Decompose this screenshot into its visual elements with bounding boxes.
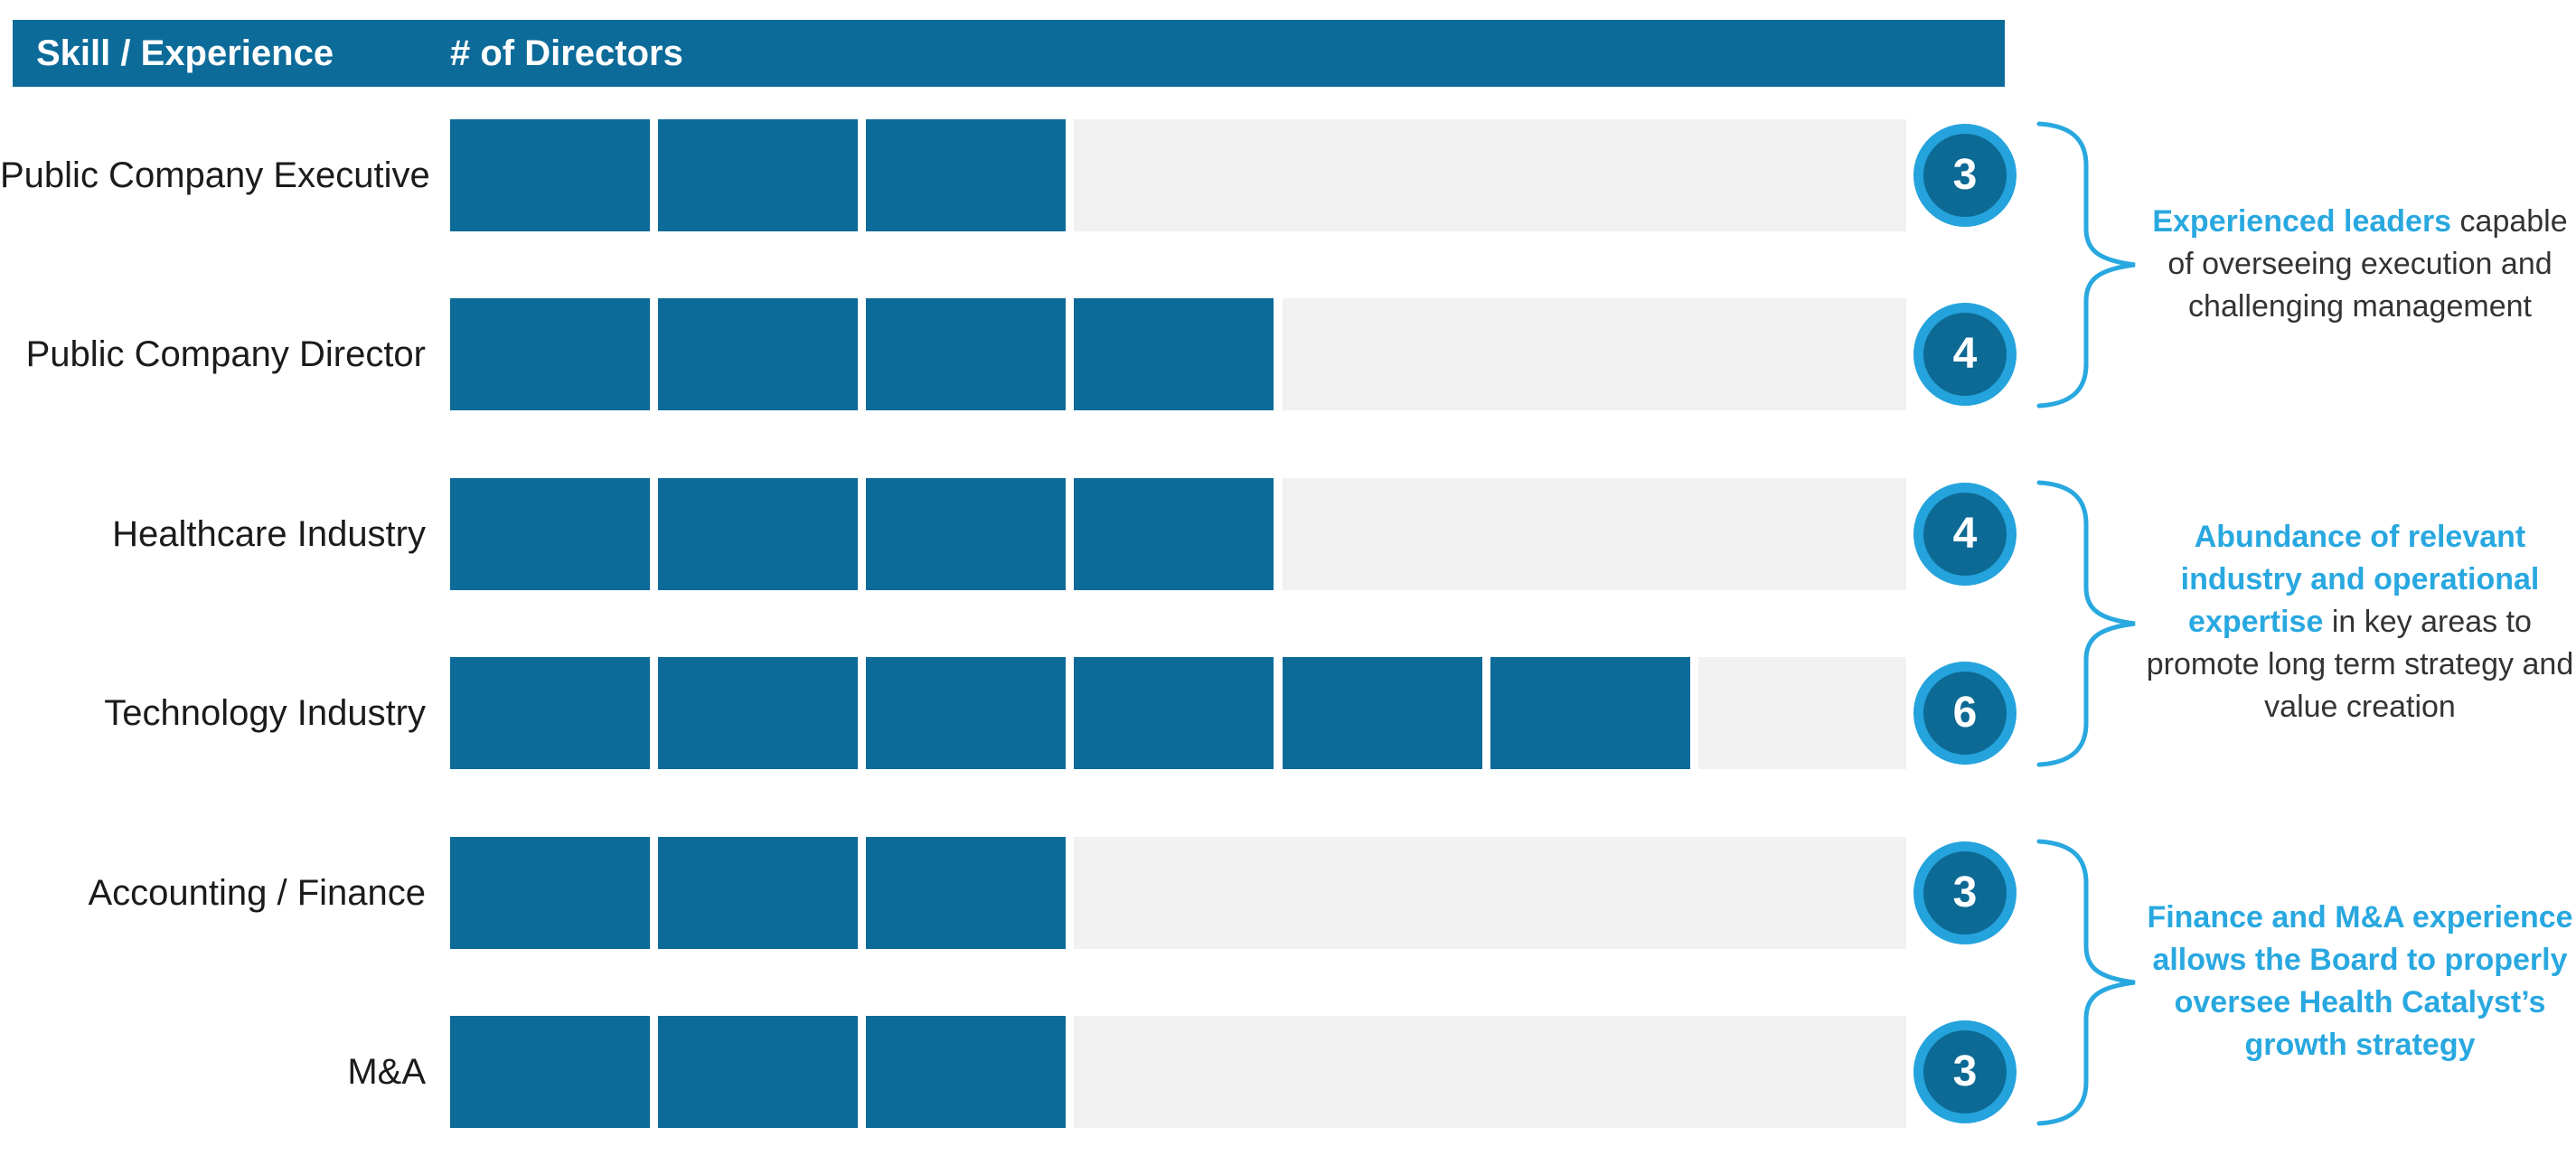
count-badge-inner: 6 — [1923, 672, 2007, 755]
count-badge-value: 3 — [1952, 1048, 1978, 1095]
count-badge-value: 3 — [1952, 151, 1978, 199]
table-row: Public Company Executive 3 — [0, 119, 2576, 231]
table-row: Accounting / Finance 3 — [0, 837, 2576, 949]
bar-segment — [866, 119, 1067, 231]
bar-segment — [450, 119, 650, 231]
table-row: Healthcare Industry 4 — [0, 478, 2576, 590]
bar-segment — [658, 478, 859, 590]
count-badge-value: 4 — [1952, 330, 1978, 378]
count-badge-inner: 3 — [1923, 1030, 2007, 1113]
bar-segment — [450, 298, 650, 410]
count-badge-inner: 4 — [1923, 493, 2007, 576]
bar-segment — [866, 478, 1067, 590]
row-label: Public Company Director — [25, 334, 426, 374]
group-annotation: Finance and M&A experience allows the Bo… — [2146, 897, 2574, 1066]
bar-segment — [866, 1016, 1067, 1128]
group-annotation: Abundance of relevant industry and opera… — [2146, 516, 2574, 728]
bar-segment — [658, 119, 859, 231]
count-badge-inner: 4 — [1923, 313, 2007, 396]
bar-segment — [866, 298, 1067, 410]
group-annotation: Experienced leaders capable of overseein… — [2146, 201, 2574, 328]
annotation-accent-text: Experienced leaders — [2152, 204, 2452, 239]
bar-remainder — [1697, 657, 1906, 769]
header-num-directors: # of Directors — [450, 33, 683, 73]
bar-segment — [658, 657, 859, 769]
table-row: Technology Industry 6 — [0, 657, 2576, 769]
bar-segment — [1282, 657, 1482, 769]
row-label: Healthcare Industry — [112, 514, 426, 554]
row-label: Public Company Executive — [0, 155, 430, 195]
count-badge: 4 — [1913, 483, 2017, 586]
row-label: Accounting / Finance — [88, 873, 426, 913]
bar-track — [450, 119, 1906, 231]
bar-segment — [866, 657, 1067, 769]
bar-segment — [450, 657, 650, 769]
bar-segment — [866, 837, 1067, 949]
bar-segment — [1074, 657, 1274, 769]
count-badge: 3 — [1913, 124, 2017, 227]
header-skill-experience: Skill / Experience — [36, 33, 334, 73]
bar-track — [450, 298, 1906, 410]
bar-segment — [450, 1016, 650, 1128]
count-badge: 3 — [1913, 841, 2017, 944]
count-badge-inner: 3 — [1923, 851, 2007, 935]
count-badge-value: 6 — [1952, 689, 1978, 737]
count-badge: 4 — [1913, 303, 2017, 406]
bar-track — [450, 657, 1906, 769]
bar-segment — [658, 837, 859, 949]
bar-track — [450, 1016, 1906, 1128]
bar-segment — [450, 478, 650, 590]
bar-segment — [658, 298, 859, 410]
bar-remainder — [1074, 1016, 1906, 1128]
count-badge-value: 4 — [1952, 510, 1978, 558]
bar-remainder — [1282, 298, 1906, 410]
count-badge-inner: 3 — [1923, 134, 2007, 217]
bar-remainder — [1074, 119, 1906, 231]
bar-remainder — [1282, 478, 1906, 590]
count-badge: 6 — [1913, 662, 2017, 765]
bar-track — [450, 837, 1906, 949]
annotation-plain-text: capable of overseeing execution and chal… — [2167, 204, 2568, 324]
annotation-accent-text: Abundance of relevant industry and opera… — [2180, 520, 2540, 639]
bar-segment — [450, 837, 650, 949]
row-label: Technology Industry — [104, 693, 426, 733]
bar-track — [450, 478, 1906, 590]
bar-segment — [1074, 298, 1274, 410]
bar-segment — [1490, 657, 1690, 769]
count-badge-value: 3 — [1952, 869, 1978, 916]
bar-segment — [658, 1016, 859, 1128]
count-badge: 3 — [1913, 1020, 2017, 1123]
annotation-accent-text: Finance and M&A experience allows the Bo… — [2147, 900, 2573, 1062]
annotation-plain-text: in key areas to promote long term strate… — [2146, 605, 2574, 724]
table-header-bar: Skill / Experience # of Directors — [13, 20, 2005, 87]
bar-segment — [1074, 478, 1274, 590]
table-row: M&A 3 — [0, 1016, 2576, 1128]
row-label: M&A — [347, 1052, 426, 1092]
bar-remainder — [1074, 837, 1906, 949]
table-row: Public Company Director 4 — [0, 298, 2576, 410]
